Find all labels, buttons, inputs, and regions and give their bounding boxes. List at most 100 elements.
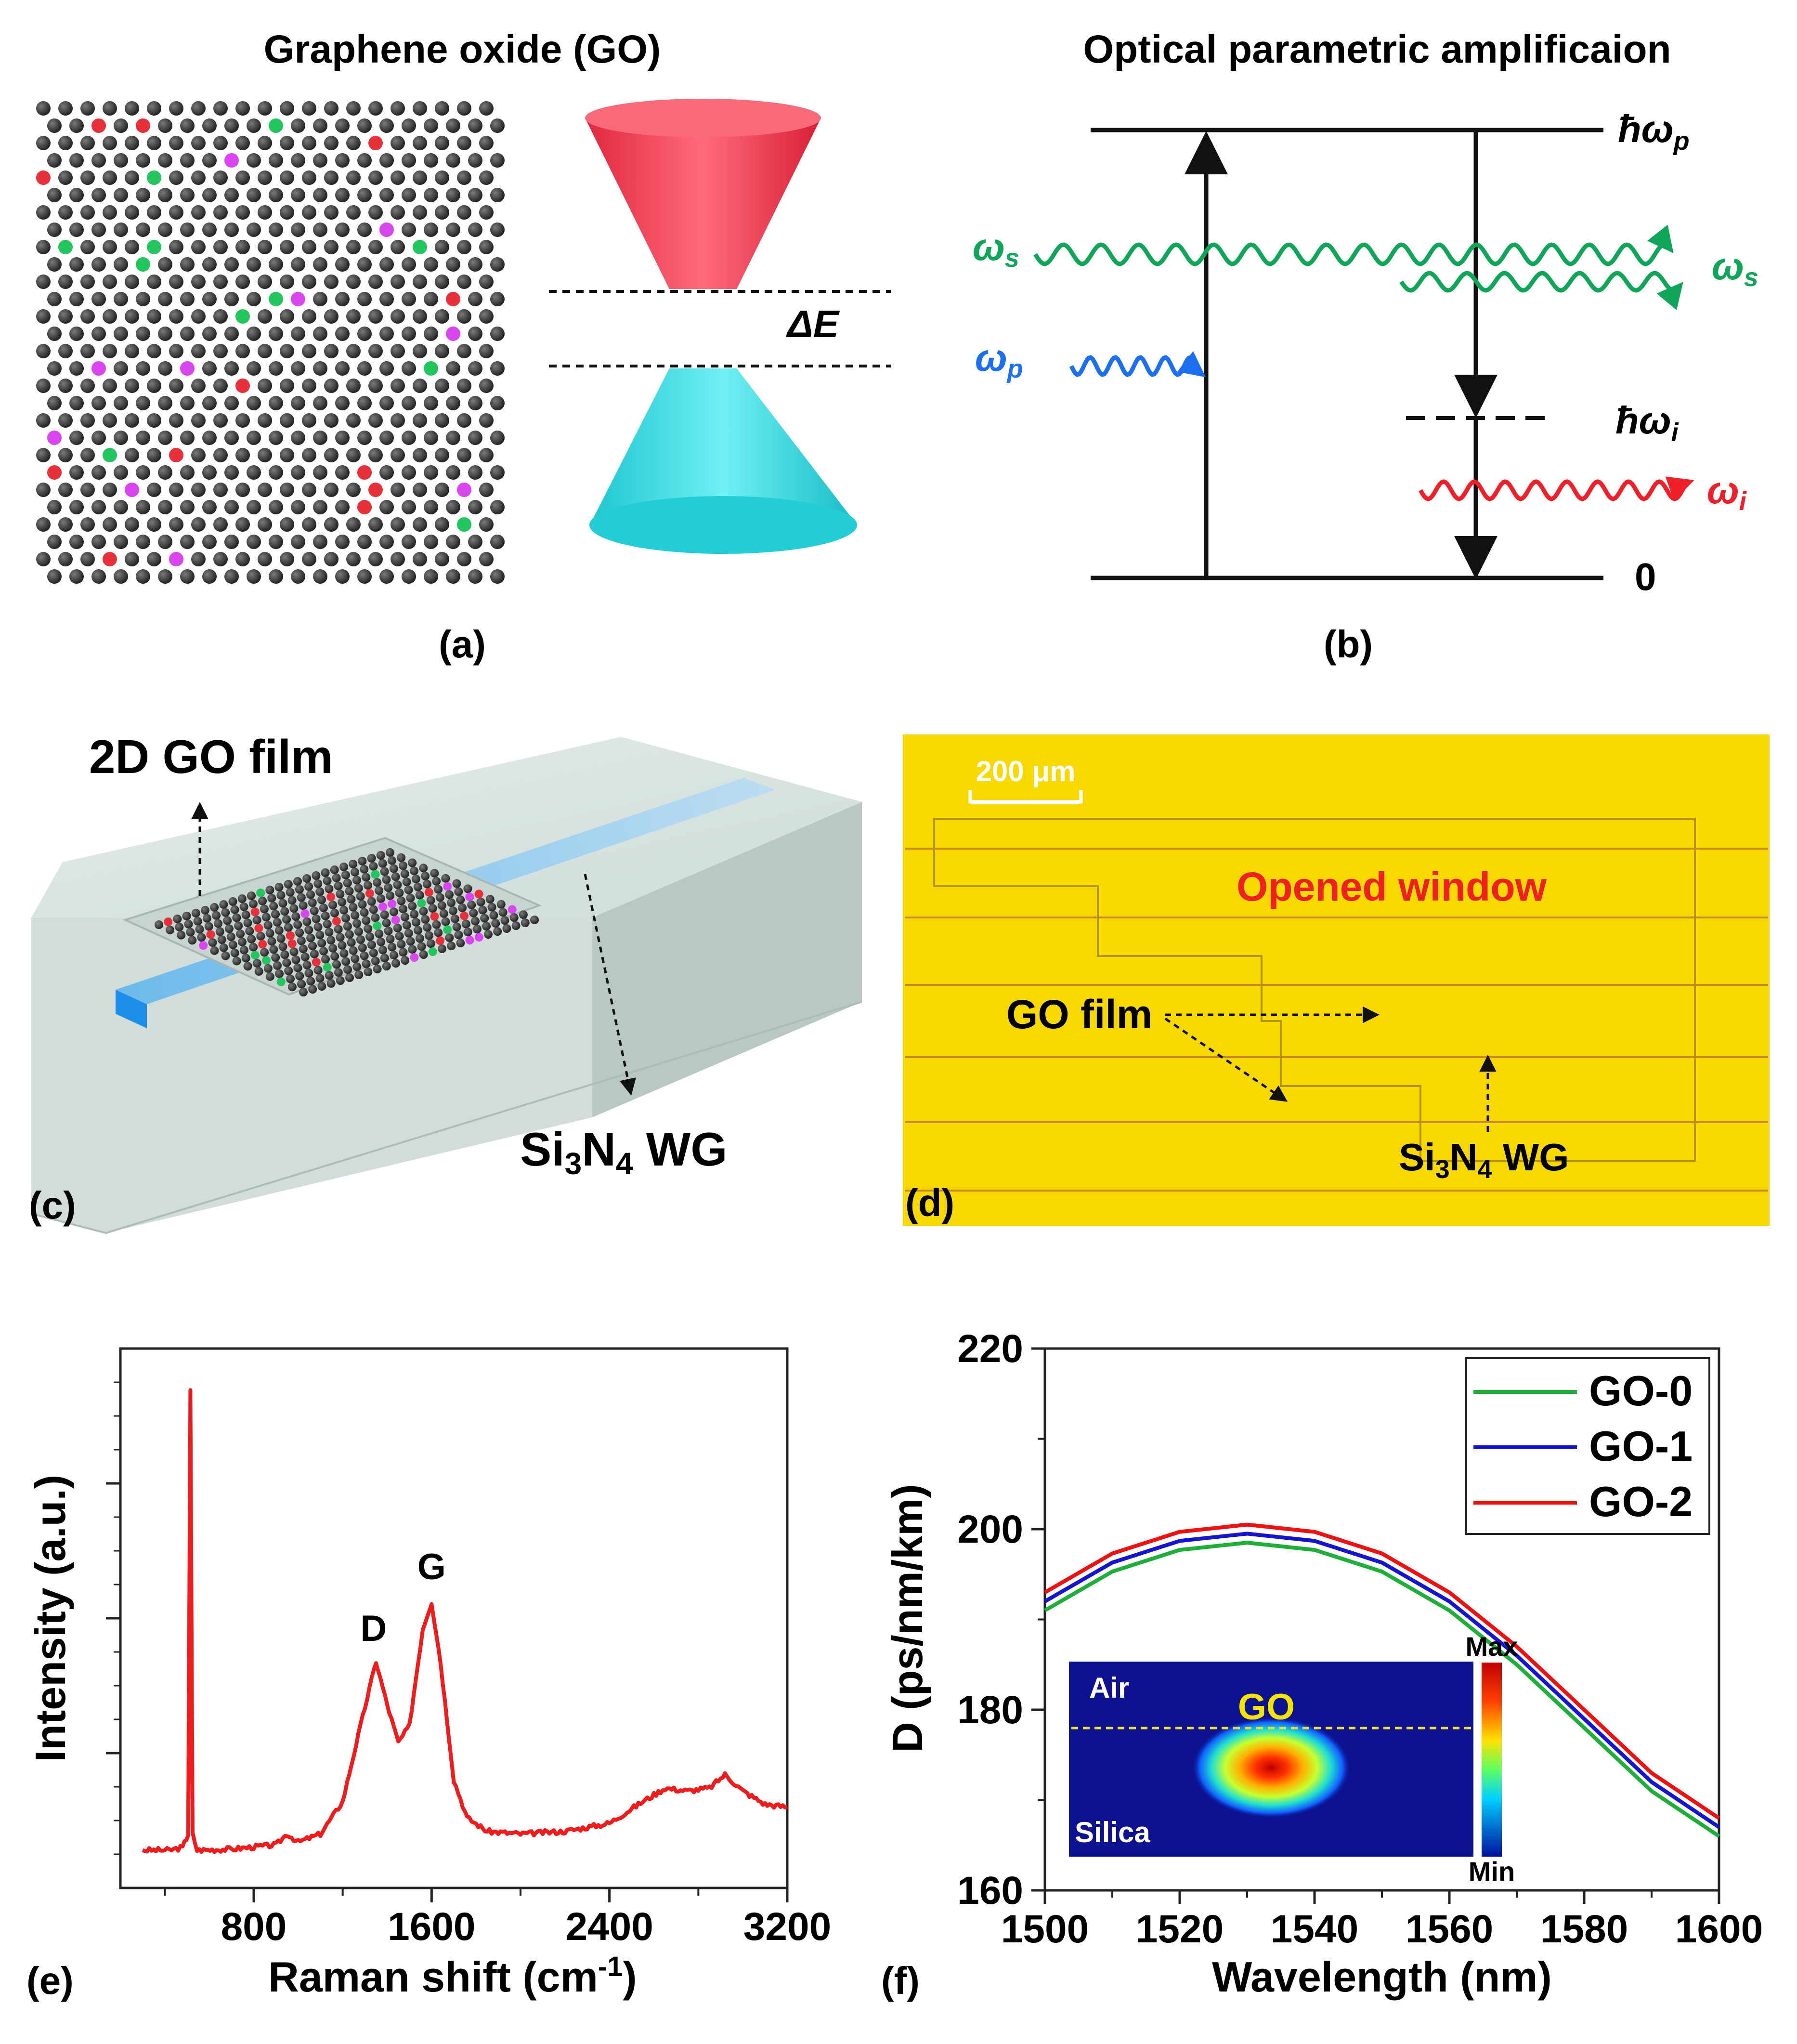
film-atom — [219, 900, 228, 909]
lattice-atom — [324, 448, 339, 462]
film-atom — [447, 898, 456, 907]
lattice-atom — [479, 448, 494, 462]
film-atom — [402, 878, 411, 887]
film-atom — [382, 875, 391, 884]
film-atom — [155, 920, 163, 929]
lattice-atom — [269, 569, 283, 584]
waveguide-facet — [116, 990, 147, 1028]
lattice-atom — [324, 517, 339, 532]
film-atom — [280, 907, 289, 916]
panel-f-label: (f) — [881, 1959, 920, 2002]
film-atom — [371, 913, 380, 922]
lattice-atom — [490, 361, 505, 376]
lattice-atom — [169, 170, 183, 185]
chip-right-face — [592, 802, 862, 1117]
lattice-atom — [91, 396, 106, 410]
lattice-atom — [402, 465, 416, 480]
lattice-atom — [247, 118, 261, 133]
lattice-atom — [158, 569, 172, 584]
lattice-atom — [80, 344, 95, 358]
lattice-atom — [202, 223, 217, 237]
film-atom — [373, 965, 382, 973]
lattice-atom — [313, 327, 327, 341]
lattice-atom — [402, 431, 416, 445]
film-atom — [428, 947, 437, 956]
lattice-atom — [191, 379, 206, 393]
colorbar — [1482, 1663, 1502, 1857]
film-atom — [230, 948, 239, 957]
lattice-atom — [58, 552, 73, 566]
lattice-atom — [202, 465, 217, 480]
lattice-atom — [180, 327, 195, 341]
lattice-atom — [147, 205, 161, 220]
film-atom — [228, 940, 237, 949]
lattice-atom — [402, 118, 416, 133]
lattice-atom — [269, 431, 283, 445]
lattice-atom — [158, 188, 172, 202]
film-atom — [485, 894, 495, 904]
lattice-atom — [468, 188, 482, 202]
lattice-atom — [402, 257, 416, 272]
dispersion-series — [1044, 1522, 1720, 1838]
lattice-atom — [180, 431, 195, 445]
lattice-atom — [435, 344, 449, 358]
lattice-atom — [346, 379, 361, 393]
lattice-atom — [479, 205, 494, 220]
lattice-atom — [103, 448, 117, 462]
film-atom — [415, 891, 424, 900]
dispersion-legend: GO-0 GO-1 GO-2 — [1465, 1357, 1710, 1535]
film-atom — [191, 909, 200, 917]
lattice-atom — [247, 569, 261, 584]
film-atom — [519, 910, 528, 919]
film-atom — [258, 896, 267, 905]
lattice-atom — [91, 465, 106, 480]
film-atom — [275, 969, 284, 978]
film-atom — [221, 951, 230, 960]
lattice-atom — [224, 465, 239, 480]
film-atom — [489, 911, 498, 920]
lattice-atom — [125, 101, 139, 116]
film-atom — [338, 898, 347, 907]
lattice-atom — [413, 517, 427, 532]
film-atom — [208, 938, 217, 947]
film-atom — [297, 893, 306, 902]
lattice-atom — [136, 431, 150, 445]
film-atom — [260, 904, 269, 914]
film-atom — [380, 867, 389, 876]
idler-out-label: ωi — [1707, 469, 1747, 516]
lattice-atom — [468, 153, 482, 168]
film-atom — [511, 921, 521, 930]
micrograph-background — [903, 734, 1770, 1226]
idler-level-label: ħωi — [1615, 399, 1679, 447]
film-atom — [304, 882, 313, 891]
lattice-atom — [446, 396, 460, 410]
lattice-atom — [125, 552, 139, 566]
lattice-atom — [258, 101, 272, 116]
lattice-atom — [147, 483, 161, 497]
film-atom — [408, 858, 417, 867]
film-atom — [395, 888, 404, 897]
lattice-atom — [213, 552, 228, 566]
raman-x-tick-label: 1600 — [388, 1905, 475, 1949]
film-atom — [315, 930, 325, 940]
wg-label: Si3N4 WG — [520, 1123, 728, 1181]
signal-wave-in — [1033, 224, 1674, 266]
film-atom — [256, 889, 265, 897]
lattice-atom — [302, 309, 316, 324]
lattice-atom — [435, 517, 449, 532]
lattice-atom — [125, 136, 139, 150]
lattice-atom — [302, 448, 316, 462]
raman-axis-ticks: 800 1600 2400 3200 — [106, 1381, 831, 1949]
lattice-atom — [180, 396, 195, 410]
lattice-atom — [180, 223, 195, 237]
lattice-atom — [302, 413, 316, 428]
legend-label-go-2: GO-2 — [1589, 1478, 1693, 1525]
film-atom — [295, 971, 304, 981]
lattice-atom — [402, 188, 416, 202]
lattice-atom — [435, 309, 449, 324]
lattice-atom — [357, 257, 372, 272]
film-atom — [388, 943, 397, 952]
film-atom — [474, 890, 483, 899]
dispersion-line-go-1 — [1044, 1532, 1720, 1829]
lattice-atom — [47, 500, 62, 514]
